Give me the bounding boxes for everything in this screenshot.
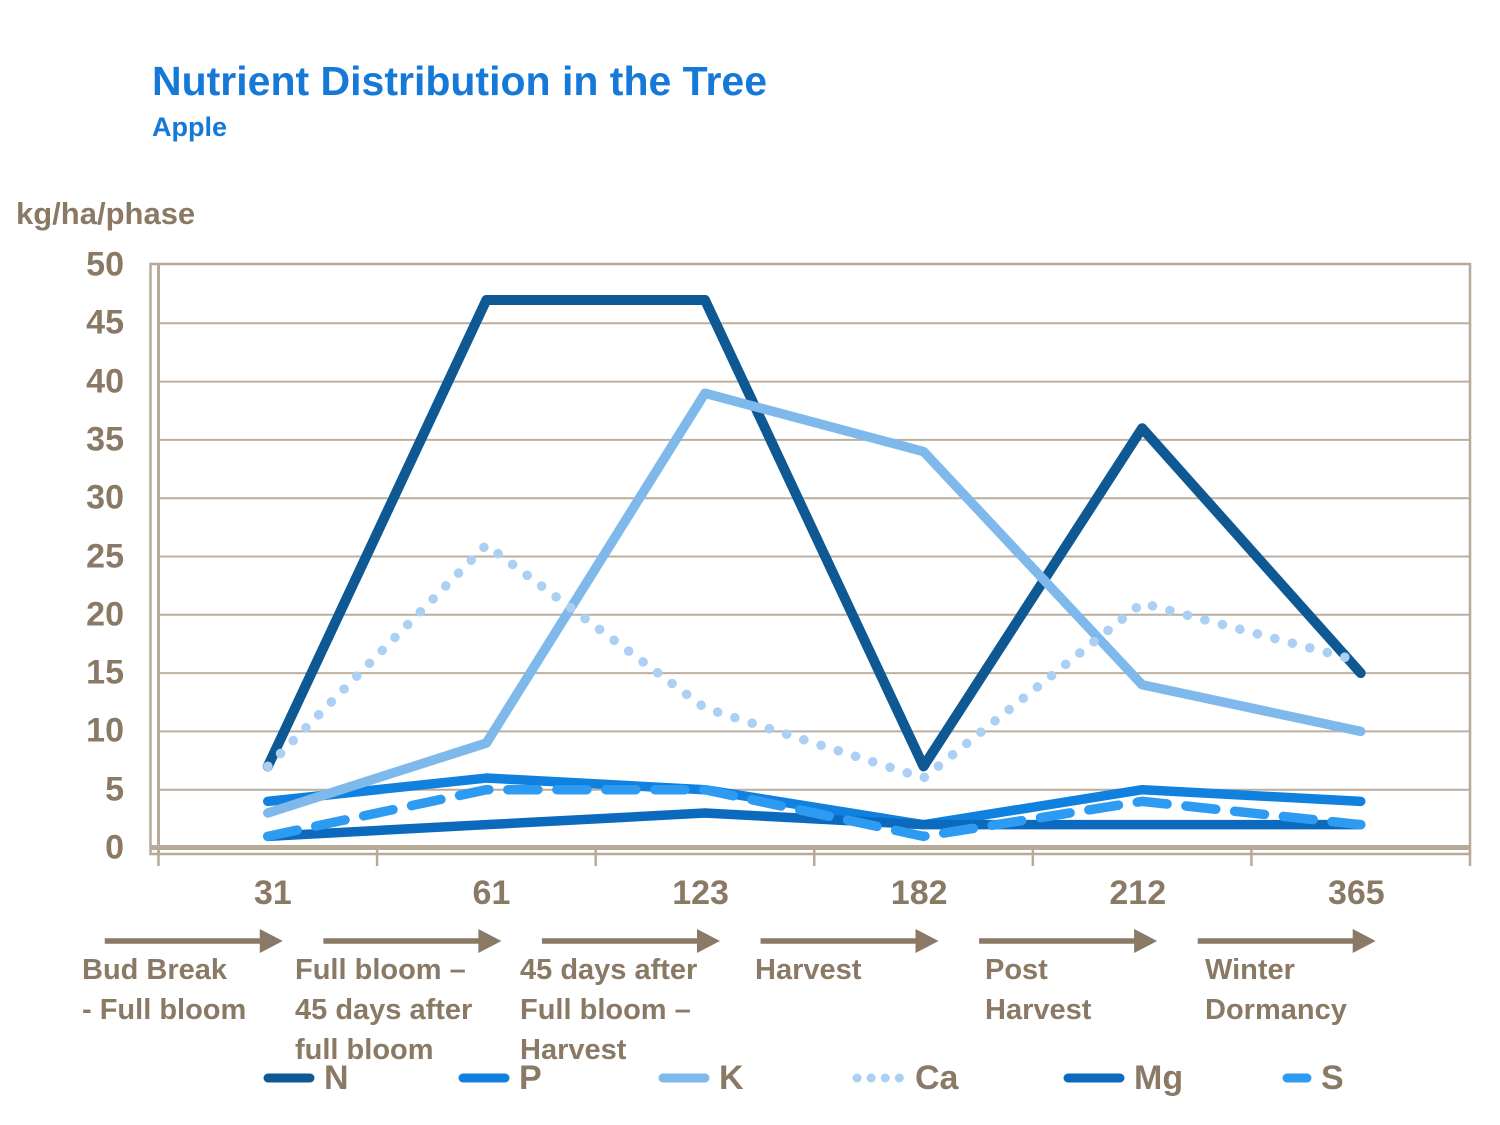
y-tick-label: 35 xyxy=(86,420,124,459)
legend-swatch-solid-line-icon xyxy=(658,1073,710,1083)
y-tick-label: 30 xyxy=(86,478,124,517)
phase-label: Winter Dormancy xyxy=(1205,954,1347,1026)
series-P-line xyxy=(263,773,1366,830)
plot-frame xyxy=(149,262,1472,856)
x-tick-day-label: 123 xyxy=(672,874,729,912)
y-tick-label: 15 xyxy=(86,653,124,692)
series-N-line xyxy=(262,294,1366,772)
y-axis-title: kg/ha/phase xyxy=(16,196,196,231)
series-S-line xyxy=(263,784,1366,842)
x-tick-day-label: 31 xyxy=(253,874,292,912)
phase-arrow-head xyxy=(696,929,720,953)
phase-label: Full bloom – 45 days after full bloom xyxy=(295,954,473,1066)
legend-item-k: K xyxy=(658,1058,744,1098)
x-tick-day-label: 212 xyxy=(1109,874,1167,912)
legend-swatch-solid-line-icon xyxy=(458,1073,510,1083)
y-tick-label: 5 xyxy=(105,770,124,809)
phase-label: Post Harvest xyxy=(985,954,1092,1026)
legend-item-n: N xyxy=(263,1058,349,1098)
legend-label: Ca xyxy=(915,1058,959,1097)
x-tick-day-label: 365 xyxy=(1327,874,1385,912)
series-K-line xyxy=(263,388,1366,818)
legend-label: N xyxy=(324,1058,349,1097)
chart-title: Nutrient Distribution in the Tree xyxy=(152,58,768,104)
y-tick-label: 45 xyxy=(86,303,124,342)
phase-arrow-head xyxy=(915,929,939,953)
legend-label: Mg xyxy=(1134,1058,1184,1097)
phase-label: Harvest xyxy=(755,954,862,986)
phase-label: 45 days after Full bloom – Harvest xyxy=(520,954,698,1066)
phase-arrow-head xyxy=(259,929,283,953)
series-Ca-line xyxy=(263,540,1366,783)
chart-subtitle: Apple xyxy=(152,112,228,142)
phase-label: Bud Break - Full bloom xyxy=(82,954,247,1026)
phase-arrow-head xyxy=(1134,929,1158,953)
legend-swatch-dotted-line-icon xyxy=(852,1073,906,1083)
legend-item-s: S xyxy=(1282,1058,1344,1098)
legend-item-mg: Mg xyxy=(1063,1058,1183,1098)
y-tick-label: 20 xyxy=(86,595,124,634)
legend-label: P xyxy=(519,1058,542,1097)
legend-item-p: P xyxy=(458,1058,542,1098)
y-tick-label: 0 xyxy=(105,828,124,867)
phase-arrow-head xyxy=(1352,929,1376,953)
y-tick-label: 25 xyxy=(86,537,124,575)
x-tick-day-label: 182 xyxy=(890,874,948,912)
y-tick-label: 50 xyxy=(86,245,124,284)
y-tick-label: 40 xyxy=(86,362,124,401)
legend-swatch-solid-line-icon xyxy=(263,1073,315,1083)
series-Mg-line xyxy=(263,808,1366,842)
legend-swatch-dashed-line-icon xyxy=(1282,1073,1312,1083)
legend-item-ca: Ca xyxy=(852,1058,958,1098)
y-tick-label: 10 xyxy=(86,711,124,750)
legend-swatch-solid-line-icon xyxy=(1063,1073,1125,1083)
legend-label: K xyxy=(719,1058,744,1097)
legend-label: S xyxy=(1321,1058,1344,1097)
phase-arrow-head xyxy=(478,929,502,953)
x-tick-day-label: 61 xyxy=(472,874,511,912)
